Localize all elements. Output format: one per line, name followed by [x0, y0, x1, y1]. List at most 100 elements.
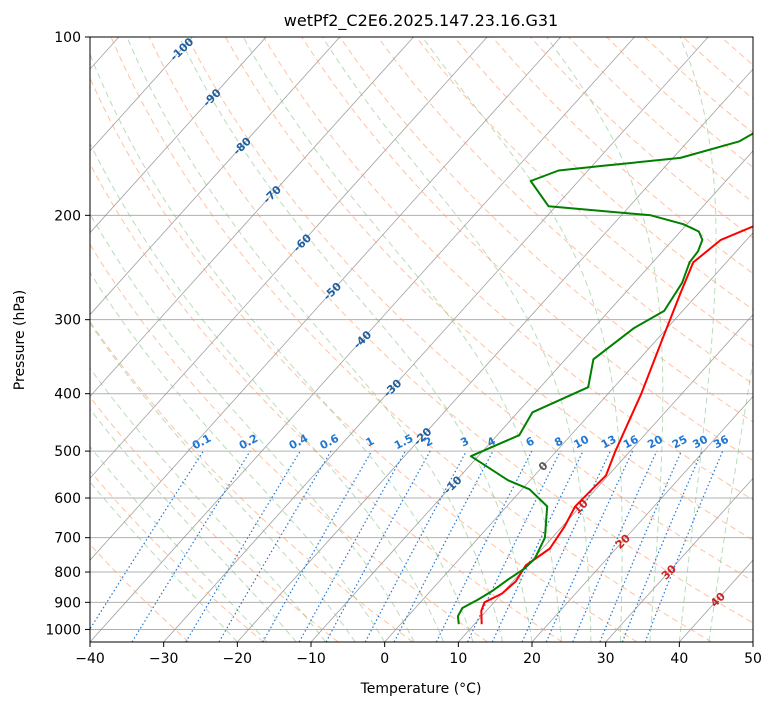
- x-tick-label: 30: [597, 651, 615, 667]
- y-tick-label: 800: [54, 565, 81, 581]
- moist-adiabat: [90, 445, 268, 642]
- dry-adiabat: [720, 37, 753, 66]
- y-tick-label: 300: [54, 313, 81, 329]
- isotherm-line: [752, 641, 753, 642]
- x-tick-label: −20: [223, 651, 253, 667]
- isotherm-line: [679, 559, 753, 642]
- mixing-ratio-line: [262, 450, 373, 642]
- y-tick-label: 200: [54, 208, 81, 224]
- moist-adiabat: [90, 322, 356, 642]
- dry-adiabat: [90, 470, 264, 642]
- series-lines: [456, 132, 753, 625]
- mixing-ratio-label: 6: [524, 434, 537, 449]
- dry-adiabat: [90, 243, 488, 642]
- x-axis-label: Temperature (°C): [360, 681, 482, 697]
- mixing-ratio-label: 0.4: [287, 432, 311, 453]
- x-tick-label: 50: [744, 651, 762, 667]
- dry-adiabat: [110, 37, 712, 642]
- mixing-ratio-label: 20: [645, 433, 665, 452]
- x-tick-label: 20: [523, 651, 541, 667]
- mixing-ratio-line: [90, 450, 204, 631]
- isotherm-line: [237, 68, 753, 642]
- isotherm-line: [310, 150, 753, 642]
- dry-adiabat: [90, 162, 563, 642]
- moist-adiabat: [90, 271, 386, 642]
- mixing-ratio-label: 1.5: [392, 432, 415, 453]
- moist-adiabat: [90, 142, 445, 642]
- mixing-ratio-line: [599, 450, 682, 642]
- mixing-ratio-line: [621, 450, 703, 642]
- mixing-ratio-line: [298, 450, 406, 642]
- temperature-profile: [480, 225, 753, 625]
- dry-adiabat: [90, 543, 190, 642]
- moist-adiabat: [90, 481, 238, 642]
- y-axis: 1000 900 800 700 600 500 400 300 200 100: [45, 30, 90, 638]
- isotherm-line: [90, 37, 488, 479]
- moist-adiabat: [708, 358, 753, 642]
- isotherm-line: [531, 395, 753, 642]
- dry-adiabat: [644, 37, 753, 134]
- y-tick-label: 500: [54, 444, 81, 460]
- moist-adiabat: [678, 37, 717, 642]
- moist-adiabat: [242, 37, 562, 642]
- y-tick-label: 1000: [45, 622, 81, 638]
- isotherm-line: [90, 37, 562, 561]
- moist-adiabat: [90, 212, 415, 642]
- x-tick-label: −10: [296, 651, 326, 667]
- moist-adiabat: [90, 52, 474, 642]
- dry-adiabat: [415, 37, 753, 348]
- dry-adiabat: [90, 320, 414, 642]
- y-tick-label: 100: [54, 30, 81, 46]
- chart-title: wetPf2_C2E6.2025.147.23.16.G31: [284, 11, 558, 31]
- mixing-ratio-label: 10: [572, 433, 592, 452]
- mixing-ratio-label: 13: [599, 433, 619, 452]
- isotherm-line: [90, 37, 414, 398]
- mixing-ratio-label: 3: [458, 434, 471, 449]
- dry-adiabat: [224, 37, 753, 541]
- mixing-ratio-label: 36: [711, 433, 731, 452]
- plot-frame: [89, 36, 754, 643]
- mixing-ratio-line: [131, 450, 251, 642]
- y-axis-label: Pressure (hPa): [12, 290, 28, 390]
- isotherm-line: [384, 232, 753, 642]
- x-tick-label: 40: [670, 651, 688, 667]
- dry-adiabat: [263, 37, 753, 501]
- mixing-ratio-label: 1: [364, 434, 377, 449]
- mixing-ratio-label: 8: [552, 434, 565, 449]
- mixing-ratio-line: [325, 450, 431, 642]
- moist-adiabat: [322, 37, 592, 642]
- isotherm-line: [163, 37, 709, 642]
- y-tick-label: 600: [54, 491, 81, 507]
- y-tick-label: 700: [54, 531, 81, 547]
- mixing-ratio-label: 0.1: [190, 432, 213, 453]
- dry-adiabat: [90, 396, 339, 642]
- x-tick-label: 10: [449, 651, 467, 667]
- moist-adiabat: [178, 37, 533, 642]
- isotherm-line: [90, 37, 635, 642]
- mixing-ratio-line: [572, 450, 658, 642]
- dry-adiabat: [453, 37, 753, 311]
- mixing-ratio-label: 16: [621, 433, 641, 452]
- isotherm-line: [458, 313, 753, 642]
- moist-adiabat: [90, 367, 327, 642]
- dry-adiabat: [568, 37, 753, 203]
- mixing-ratio-line: [435, 450, 533, 642]
- mixing-ratio-label: 0.2: [237, 432, 260, 453]
- mixing-ratio-line: [185, 450, 301, 642]
- moist-adiabat: [421, 37, 623, 642]
- dry-adiabat: [530, 37, 753, 239]
- moist-adiabat: [126, 37, 503, 642]
- dry-adiabat: [148, 37, 753, 624]
- moist-adiabat: [546, 37, 664, 642]
- mixing-ratio-labels: 0.1 0.2 0.4 0.6 1 1.5 2 3 4 6 8 10 13 16 20 25 30 36: [190, 432, 731, 453]
- isotherm-line: [90, 37, 267, 234]
- dewpoint-profile: [456, 132, 753, 625]
- dry-adiabat: [377, 37, 753, 385]
- isotherm-label: -100: [168, 35, 197, 64]
- mixing-ratio-label: 0.6: [318, 432, 342, 453]
- isotherm-line: [90, 37, 193, 152]
- isotherm-line: [605, 477, 753, 642]
- mixing-ratio-label: 25: [670, 433, 690, 452]
- x-tick-label: 0: [380, 651, 389, 667]
